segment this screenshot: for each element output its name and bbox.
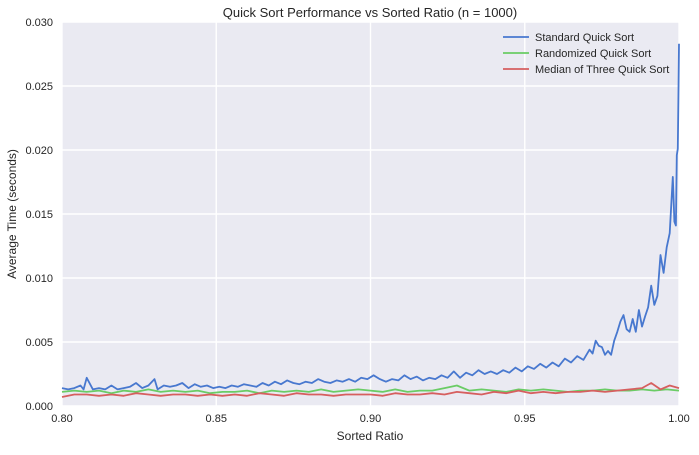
series-line-0	[61, 43, 680, 391]
legend: Standard Quick Sort Randomized Quick Sort…	[503, 32, 669, 76]
x-axis-ticks: 0.80 0.85 0.90 0.95 1.00	[51, 413, 689, 425]
legend-label-1: Randomized Quick Sort	[535, 48, 651, 60]
x-axis-label: Sorted Ratio	[337, 429, 404, 443]
x-tick-label: 0.85	[206, 413, 227, 425]
y-tick-label: 0.010	[25, 273, 53, 285]
x-tick-label: 0.90	[360, 413, 381, 425]
y-tick-label: 0.015	[25, 209, 53, 221]
legend-label-0: Standard Quick Sort	[535, 32, 634, 44]
x-tick-label: 0.95	[514, 413, 535, 425]
x-tick-label: 0.80	[51, 413, 72, 425]
y-tick-label: 0.000	[25, 401, 53, 413]
legend-label-2: Median of Three Quick Sort	[535, 64, 669, 76]
y-axis-label: Average Time (seconds)	[5, 149, 19, 279]
x-tick-label: 1.00	[668, 413, 689, 425]
y-tick-label: 0.020	[25, 145, 53, 157]
series-lines	[61, 43, 680, 398]
y-axis-ticks: 0.000 0.005 0.010 0.015 0.020 0.025 0.030	[25, 17, 53, 413]
chart-title: Quick Sort Performance vs Sorted Ratio (…	[223, 5, 517, 20]
y-tick-label: 0.025	[25, 81, 53, 93]
grid-lines	[61, 21, 680, 407]
y-tick-label: 0.005	[25, 337, 53, 349]
y-tick-label: 0.030	[25, 17, 53, 29]
series-line-2	[61, 382, 680, 398]
